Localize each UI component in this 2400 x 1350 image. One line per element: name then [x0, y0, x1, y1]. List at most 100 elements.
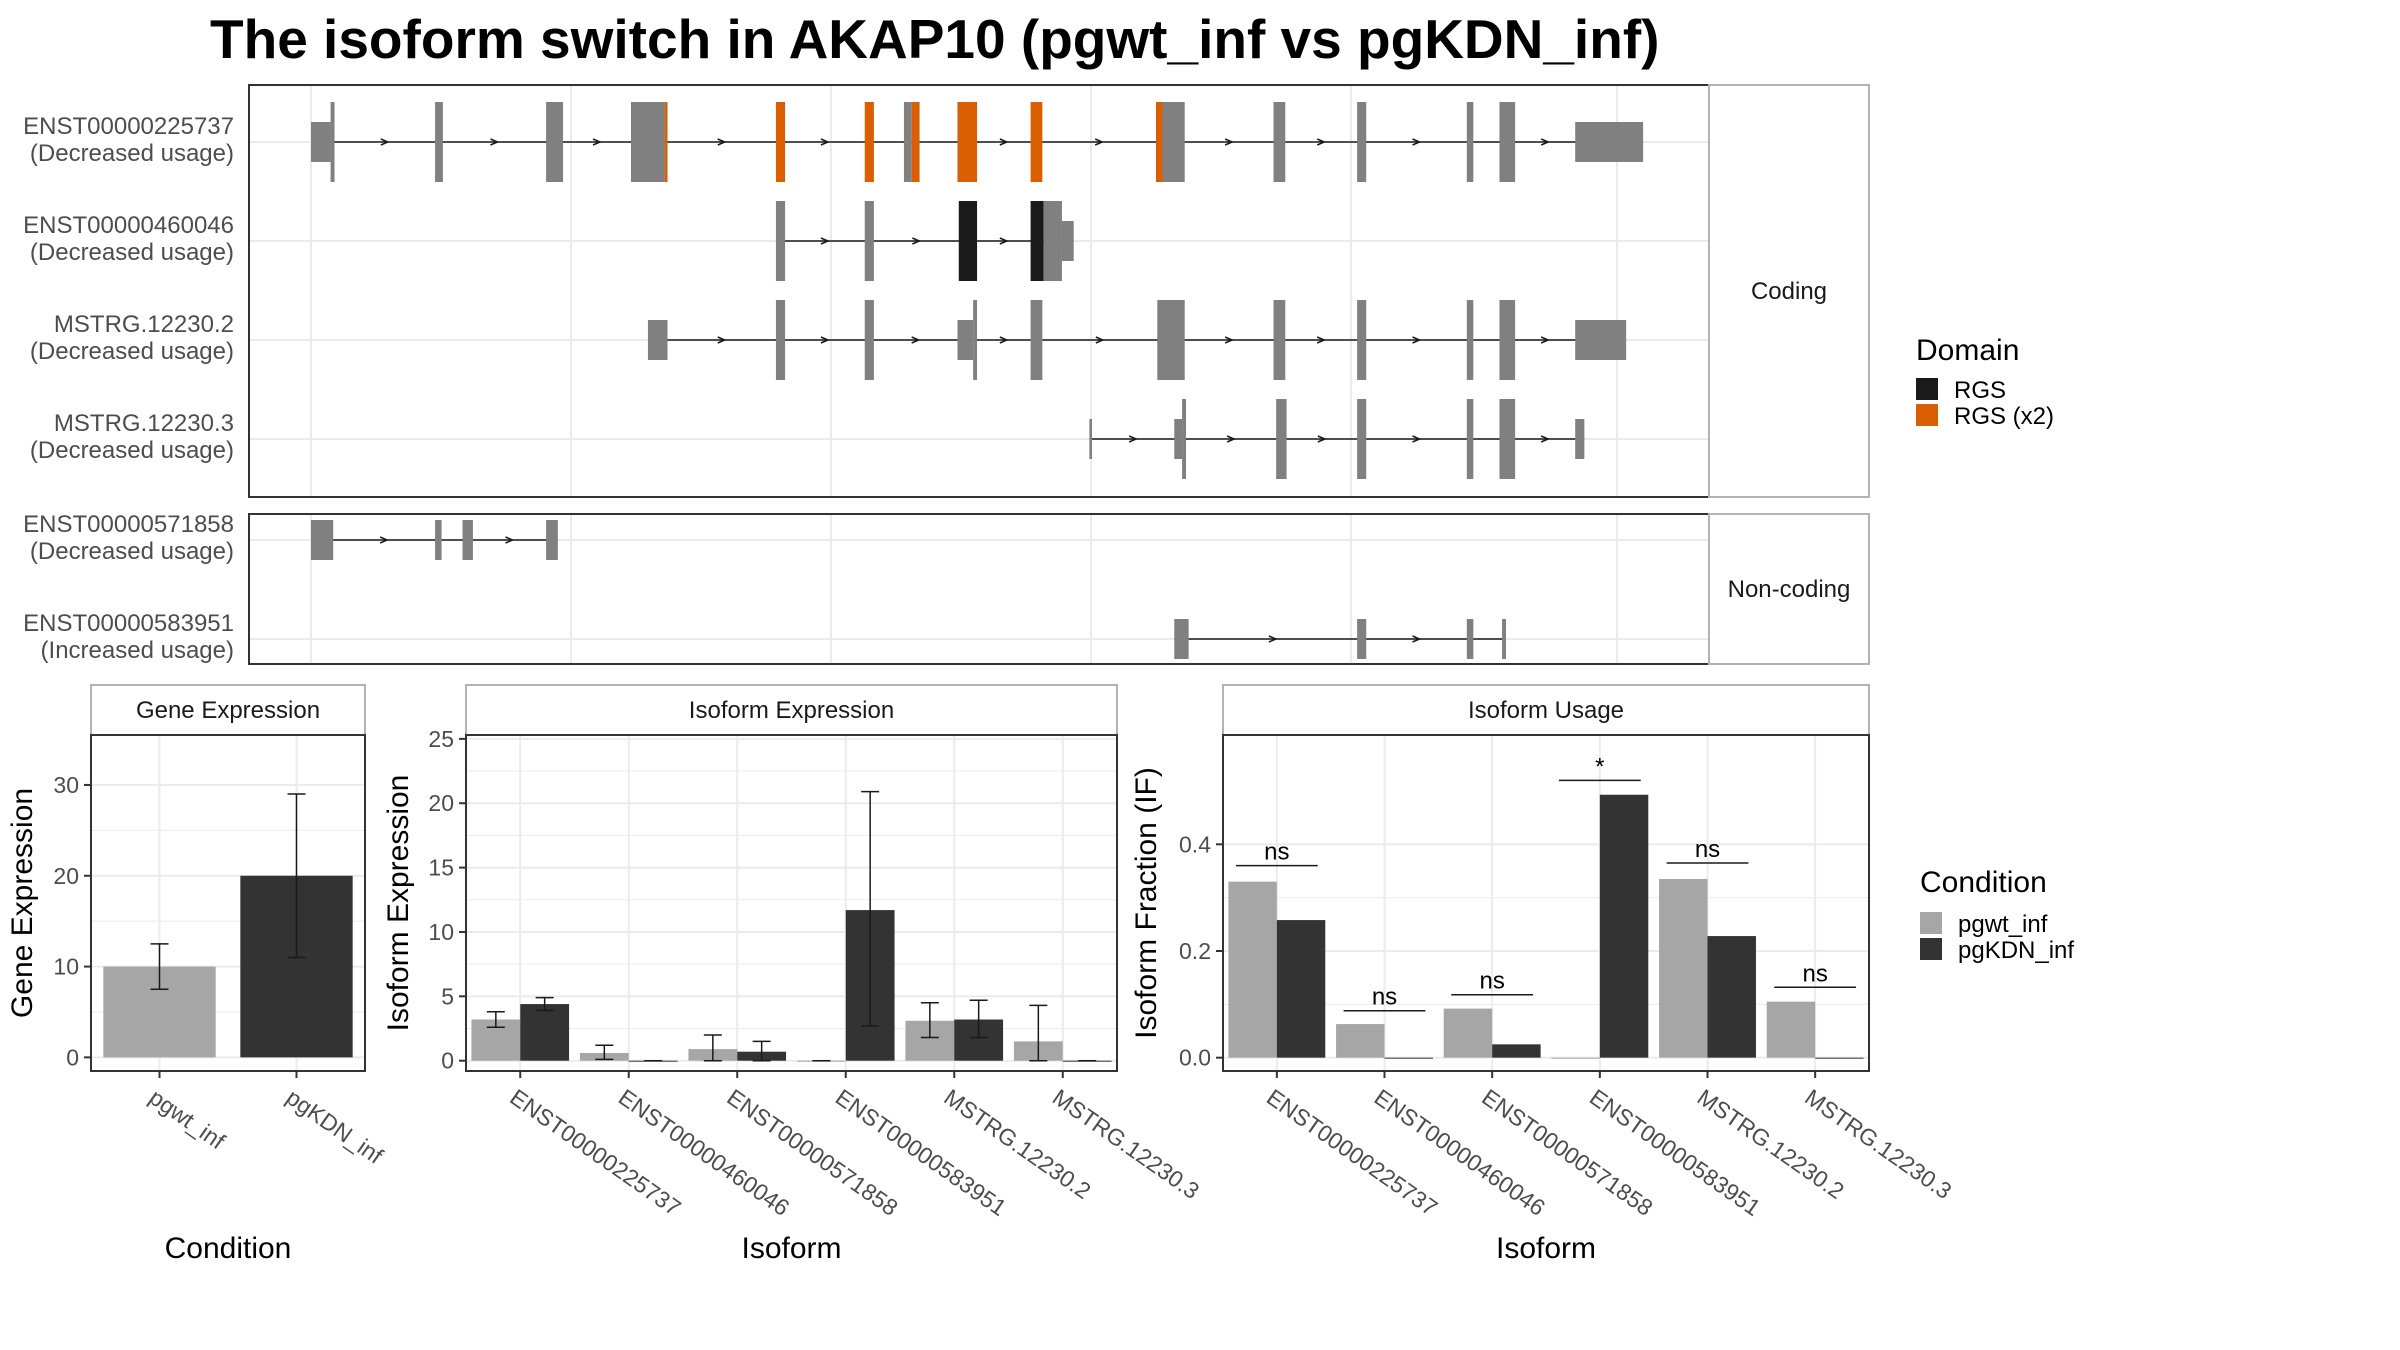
- transcript-ENST00000571858: ENST00000571858(Decreased usage): [23, 511, 558, 565]
- exon: [1273, 300, 1286, 380]
- intron-arrow: [717, 336, 727, 344]
- transcript-usage-label: (Decreased usage): [30, 538, 234, 565]
- chart-title-strip: [1222, 684, 1870, 736]
- chart-title: Isoform Expression: [689, 697, 894, 724]
- structure-facet-label: Coding: [1751, 278, 1827, 305]
- exon: [462, 520, 473, 560]
- intron-arrow: [1412, 138, 1422, 146]
- transcript-ENST00000225737: ENST00000225737(Decreased usage): [23, 102, 1644, 182]
- transcript-id-label: MSTRG.12230.3: [54, 410, 234, 437]
- significance-label: ns: [1695, 836, 1720, 863]
- exon: [1061, 221, 1074, 261]
- transcript-usage-label: (Increased usage): [41, 637, 234, 664]
- chart-panel-border: [90, 734, 366, 1072]
- bar: [1336, 1024, 1385, 1058]
- exon: [903, 102, 912, 182]
- exon: [647, 320, 668, 360]
- structure-facet-strip: [1708, 513, 1870, 665]
- intron-arrow: [1224, 336, 1235, 344]
- transcript-id-label: ENST00000225737: [23, 113, 234, 140]
- intron-arrow: [1095, 336, 1105, 344]
- bar: [1707, 936, 1756, 1058]
- rgs-domain-exon: [1155, 102, 1163, 182]
- intron-arrow: [999, 336, 1009, 344]
- structure-panel-1: Non-coding ENST00000571858(Decreased usag…: [23, 511, 1870, 665]
- x-axis-title: Isoform: [1496, 1232, 1596, 1265]
- intron-arrow: [1412, 635, 1422, 643]
- condition-legend-key-pgkdn: [1920, 938, 1942, 960]
- exon: [1466, 300, 1474, 380]
- exon: [973, 300, 978, 380]
- structure-facet-strip: [1708, 84, 1870, 498]
- y-axis-title: Isoform Expression: [382, 775, 415, 1032]
- exon: [1502, 619, 1506, 659]
- condition-legend: Condition pgwt_inf pgKDN_inf: [1920, 866, 2074, 964]
- bar: [520, 1004, 570, 1061]
- significance-label: ns: [1479, 968, 1504, 995]
- intron-arrow: [1540, 435, 1551, 443]
- domain-legend: Domain RGS RGS (x2): [1916, 334, 2054, 430]
- y-tick-label: 15: [428, 855, 454, 881]
- transcript-usage-label: (Decreased usage): [30, 239, 234, 266]
- condition-legend-label-pgwt: pgwt_inf: [1958, 911, 2048, 938]
- intron-arrow: [1412, 336, 1422, 344]
- intron-arrow: [820, 336, 830, 344]
- exon: [1575, 419, 1585, 459]
- intron-arrow: [592, 138, 602, 146]
- transcript-MSTRG.12230.2: MSTRG.12230.2(Decreased usage): [30, 300, 1627, 380]
- y-tick-label: 10: [53, 954, 79, 980]
- intron-arrow: [820, 138, 830, 146]
- x-tick-label: pgKDN_inf: [282, 1084, 389, 1169]
- exon: [1499, 300, 1516, 380]
- exon: [1575, 122, 1644, 162]
- y-axis-title: Gene Expression: [6, 788, 39, 1018]
- bar: [1766, 1001, 1816, 1058]
- transcript-usage-label: (Decreased usage): [30, 338, 234, 365]
- chart-panel-border: [465, 734, 1118, 1072]
- chart-title: Isoform Usage: [1468, 697, 1624, 724]
- intron-arrow: [490, 138, 500, 146]
- domain-legend-key-rgs-x2: [1916, 404, 1938, 426]
- intron-arrow: [505, 536, 515, 544]
- exon: [1174, 619, 1189, 659]
- intron-arrow: [379, 536, 390, 544]
- exon: [546, 520, 558, 560]
- exon: [1089, 419, 1092, 459]
- exon: [1499, 102, 1516, 182]
- exon: [1030, 300, 1043, 380]
- exon: [775, 300, 786, 380]
- exon: [1466, 399, 1474, 479]
- intron-arrow: [1316, 336, 1327, 344]
- bar: [1443, 1008, 1493, 1058]
- structure-facet-label: Non-coding: [1728, 576, 1851, 603]
- condition-legend-title: Condition: [1920, 866, 2047, 899]
- bar: [1551, 1057, 1600, 1059]
- structure-panel-border: [248, 84, 1710, 498]
- exon: [1174, 419, 1183, 459]
- y-tick-label: 0.2: [1179, 938, 1211, 964]
- significance-label: ns: [1372, 984, 1397, 1011]
- chart-panel-border: [1222, 734, 1870, 1072]
- exon: [435, 520, 442, 560]
- intron-arrow: [1317, 435, 1327, 443]
- domain-legend-label-rgs: RGS: [1954, 377, 2006, 404]
- y-tick-label: 5: [441, 983, 454, 1009]
- x-tick-label: pgwt_inf: [145, 1084, 231, 1155]
- isoform-usage-chart: Isoform Usagensnsns*nsns0.00.20.4ENST000…: [1130, 684, 1957, 1265]
- y-tick-label: 20: [53, 863, 79, 889]
- exon: [1357, 619, 1367, 659]
- y-tick-label: 30: [53, 772, 79, 798]
- bar: [1659, 879, 1708, 1058]
- bar: [1492, 1044, 1541, 1058]
- intron-arrow: [717, 138, 727, 146]
- exon: [957, 320, 974, 360]
- rgs-domain-exon: [911, 102, 920, 182]
- exon: [1357, 102, 1367, 182]
- exon: [311, 520, 334, 560]
- y-tick-label: 0.4: [1179, 831, 1211, 857]
- exon: [1273, 102, 1286, 182]
- figure-title: The isoform switch in AKAP10 (pgwt_inf v…: [210, 8, 1659, 70]
- transcript-ENST00000583951: ENST00000583951(Increased usage): [23, 610, 1506, 664]
- exon: [775, 201, 786, 281]
